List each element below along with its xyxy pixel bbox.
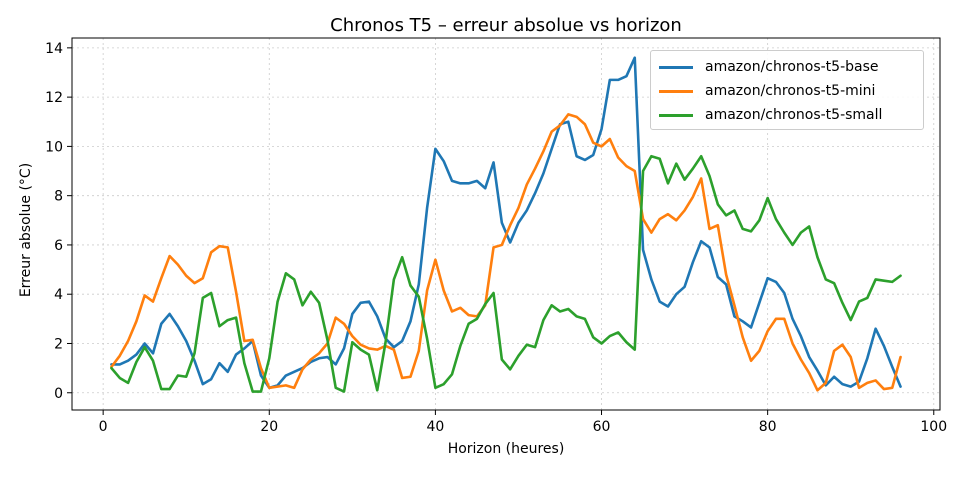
x-tick-label: 60 — [593, 419, 611, 435]
plot-frame — [71, 37, 941, 411]
x-axis: 0 20 40 60 80 100 — [99, 410, 947, 435]
y-tick-label: 0 — [54, 386, 63, 402]
x-tick-label: 40 — [426, 419, 444, 435]
legend-swatch-mini — [659, 89, 693, 93]
legend-item-base: amazon/chronos-t5-base — [659, 55, 879, 79]
series-lines — [110, 56, 902, 393]
y-tick-label: 2 — [54, 336, 63, 352]
x-tick-label: 20 — [260, 419, 278, 435]
legend-label-base: amazon/chronos-t5-base — [705, 59, 879, 75]
y-tick-label: 4 — [54, 287, 63, 303]
y-tick-label: 10 — [45, 139, 63, 155]
series-line-mini — [110, 113, 902, 392]
legend-swatch-base — [659, 65, 693, 69]
x-tick-label: 0 — [99, 419, 108, 435]
y-tick-label: 12 — [45, 90, 63, 106]
y-tick-label: 6 — [54, 238, 63, 254]
legend-label-small: amazon/chronos-t5-small — [705, 107, 883, 123]
legend: amazon/chronos-t5-base amazon/chronos-t5… — [650, 50, 924, 130]
legend-item-mini: amazon/chronos-t5-mini — [659, 79, 875, 103]
legend-swatch-small — [659, 113, 693, 117]
chart-title: Chronos T5 – erreur absolue vs horizon — [330, 15, 682, 36]
y-tick-label: 14 — [45, 41, 63, 57]
series-line-small — [110, 154, 902, 393]
legend-label-mini: amazon/chronos-t5-mini — [705, 83, 876, 99]
grid-lines — [72, 38, 940, 410]
x-tick-label: 80 — [759, 419, 777, 435]
y-axis: 0 2 4 6 8 10 12 14 — [45, 41, 72, 402]
y-tick-label: 8 — [54, 189, 63, 205]
x-axis-label: Horizon (heures) — [447, 441, 565, 457]
y-axis-label: Erreur absolue (°C) — [18, 162, 34, 298]
legend-item-small: amazon/chronos-t5-small — [659, 103, 882, 127]
x-tick-label: 100 — [920, 419, 947, 435]
